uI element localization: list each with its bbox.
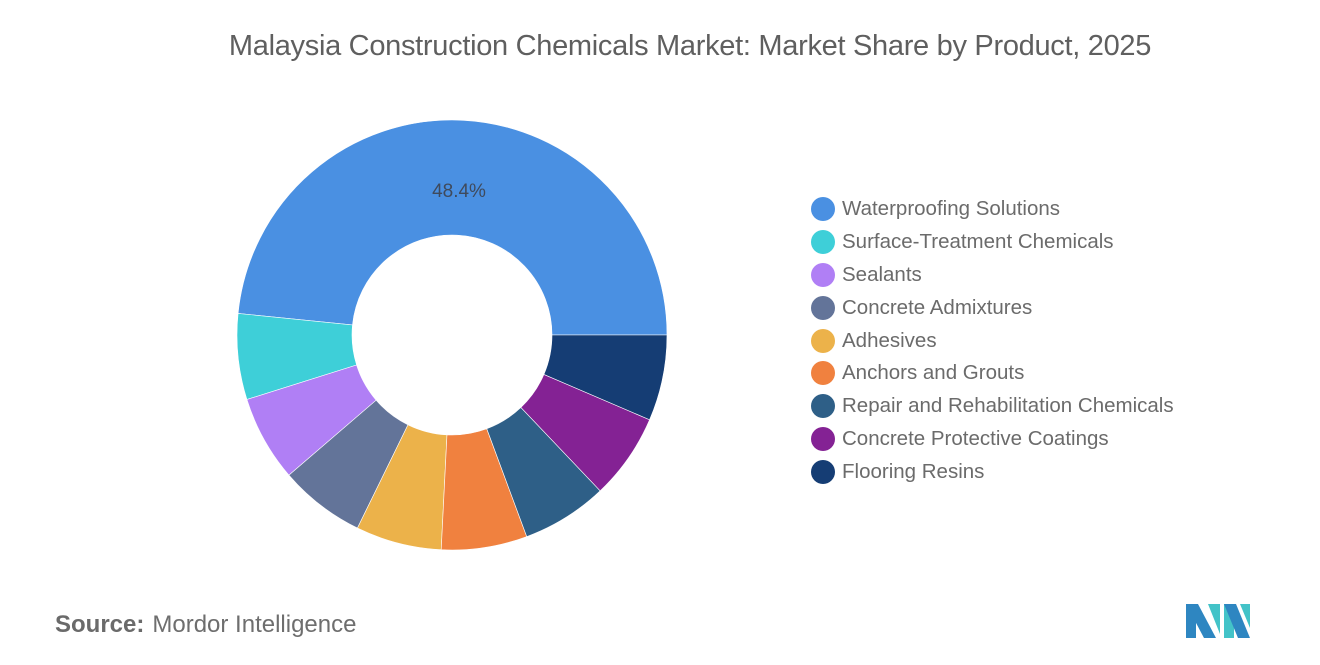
legend-item-adhesives[interactable]: Adhesives: [811, 324, 1174, 357]
legend-dot-icon: [811, 426, 835, 451]
legend-item-anchors-grouts[interactable]: Anchors and Grouts: [811, 357, 1174, 390]
legend-item-repair-rehabilitation[interactable]: Repair and Rehabilitation Chemicals: [811, 390, 1174, 423]
chart-title: Malaysia Construction Chemicals Market: …: [228, 30, 1152, 62]
source-label: Source:: [55, 611, 145, 638]
legend-dot-icon: [811, 230, 835, 255]
legend-item-sealants[interactable]: Sealants: [811, 259, 1174, 292]
legend-dot-icon: [811, 459, 835, 484]
legend-dot-icon: [811, 328, 835, 353]
legend-item-waterproofing[interactable]: Waterproofing Solutions: [811, 193, 1174, 226]
donut-chart: 48.4%: [236, 119, 668, 551]
source-note: Source: Mordor Intelligence: [55, 611, 356, 639]
legend-dot-icon: [811, 361, 835, 386]
legend-item-surface-treatment[interactable]: Surface-Treatment Chemicals: [811, 226, 1174, 259]
legend-dot-icon: [811, 394, 835, 419]
waterproofing-share-label: 48.4%: [432, 181, 486, 202]
legend-item-concrete-admixtures[interactable]: Concrete Admixtures: [811, 291, 1174, 324]
mordor-intelligence-logo-icon: [1186, 604, 1250, 638]
legend: Waterproofing Solutions Surface-Treatmen…: [811, 193, 1174, 488]
donut-slices: [236, 119, 668, 551]
legend-dot-icon: [811, 262, 835, 287]
source-value: Mordor Intelligence: [152, 611, 357, 638]
slice-waterproofing-solutions[interactable]: [237, 119, 668, 336]
slice-flooring-resins[interactable]: [543, 334, 668, 421]
legend-item-protective-coatings[interactable]: Concrete Protective Coatings: [811, 423, 1174, 456]
legend-dot-icon: [811, 197, 835, 222]
legend-item-flooring-resins[interactable]: Flooring Resins: [811, 455, 1174, 488]
legend-dot-icon: [811, 295, 835, 320]
